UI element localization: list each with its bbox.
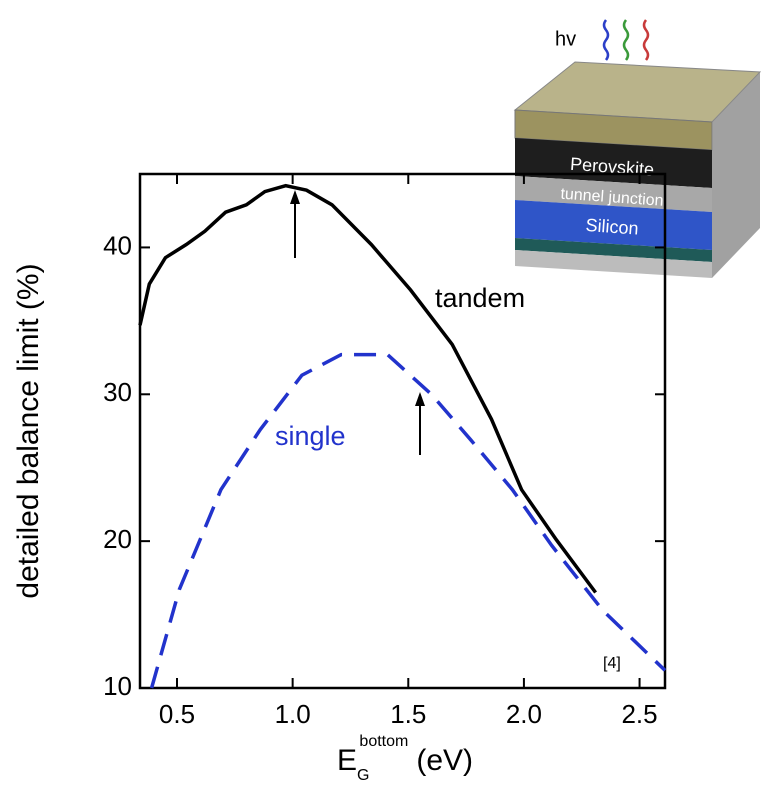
y-tick-label: 10 [103,671,132,701]
x-label-unit: (eV) [416,744,473,777]
x-label-sub: G [357,767,369,784]
photon-wave [602,19,610,61]
series-line [149,352,667,689]
layer [515,238,712,262]
x-label-sup: bottom [359,733,408,750]
layer [515,138,712,188]
x-tick-label: 2.0 [506,699,542,729]
x-tick-label: 0.5 [159,699,195,729]
y-tick-label: 40 [103,230,132,260]
side-face [712,72,760,278]
photon-wave [622,19,630,61]
layer [515,250,712,278]
inset-diagram: hv Perovskite tunnel junction Silicon [513,19,762,278]
layer-label: Silicon [585,215,639,239]
x-tick-label: 2.5 [621,699,657,729]
plot-frame [138,172,667,690]
x-tick-label: 1.5 [390,699,426,729]
series-label: tandem [435,283,525,313]
arrow-head [290,190,300,204]
series-line [138,183,598,594]
photon-wave [642,19,650,61]
annotation: [4] [603,655,621,672]
y-tick-label: 30 [103,377,132,407]
x-tick-label: 1.0 [275,699,311,729]
light-label: hv [555,28,576,50]
y-tick-label: 20 [103,524,132,554]
arrow-head [415,392,425,406]
y-axis-label: detailed balance limit (%) [12,263,45,598]
series-label: single [275,421,346,451]
x-label-main: E [337,744,357,777]
x-axis-label: EGbottom (eV) [337,733,473,784]
layer [515,200,712,250]
